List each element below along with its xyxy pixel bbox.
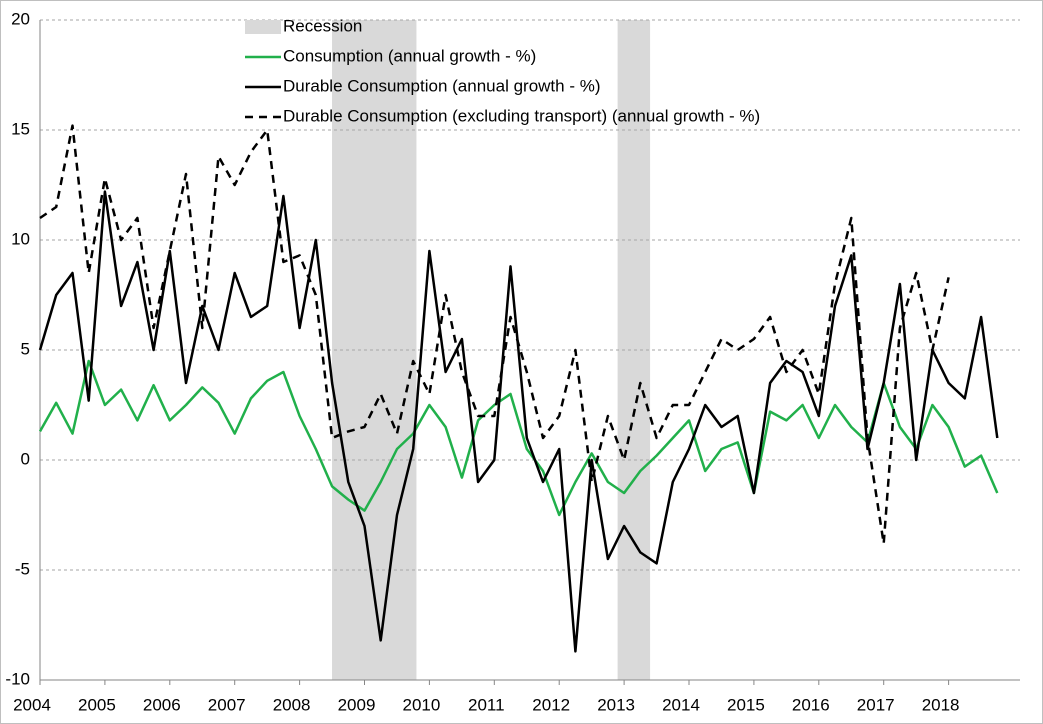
x-tick-label: 2011 (468, 695, 505, 714)
x-tick-label: 2016 (792, 695, 830, 714)
x-tick-label: 2004 (13, 695, 51, 714)
series-line (38, 190, 999, 653)
series-line (39, 124, 950, 545)
x-tick-label: 2012 (532, 695, 570, 714)
legend-label: Recession (283, 16, 362, 35)
legend-label: Consumption (annual growth - %) (283, 46, 536, 65)
x-tick-label: 2013 (597, 695, 635, 714)
legend-label: Durable Consumption (annual growth - %) (283, 76, 601, 95)
x-tick-label: 2014 (662, 695, 700, 714)
y-tick-label: 15 (11, 119, 30, 138)
y-tick-label: 5 (21, 339, 30, 358)
y-tick-label: -10 (5, 669, 30, 688)
y-tick-label: 10 (11, 229, 30, 248)
x-tick-label: 2009 (338, 695, 376, 714)
x-tick-label: 2018 (922, 695, 960, 714)
y-tick-label: 0 (21, 449, 30, 468)
x-tick-label: 2015 (727, 695, 765, 714)
y-tick-label: 20 (11, 9, 30, 28)
legend-label: Durable Consumption (excluding transport… (283, 106, 760, 125)
x-tick-label: 2007 (208, 695, 246, 714)
y-tick-label: -5 (15, 559, 30, 578)
x-tick-label: 2005 (78, 695, 116, 714)
series-line (38, 359, 999, 517)
x-tick-label: 2008 (273, 695, 311, 714)
x-tick-label: 2006 (143, 695, 181, 714)
x-tick-label: 2010 (402, 695, 440, 714)
legend-swatch (245, 20, 281, 34)
x-tick-label: 2017 (857, 695, 895, 714)
